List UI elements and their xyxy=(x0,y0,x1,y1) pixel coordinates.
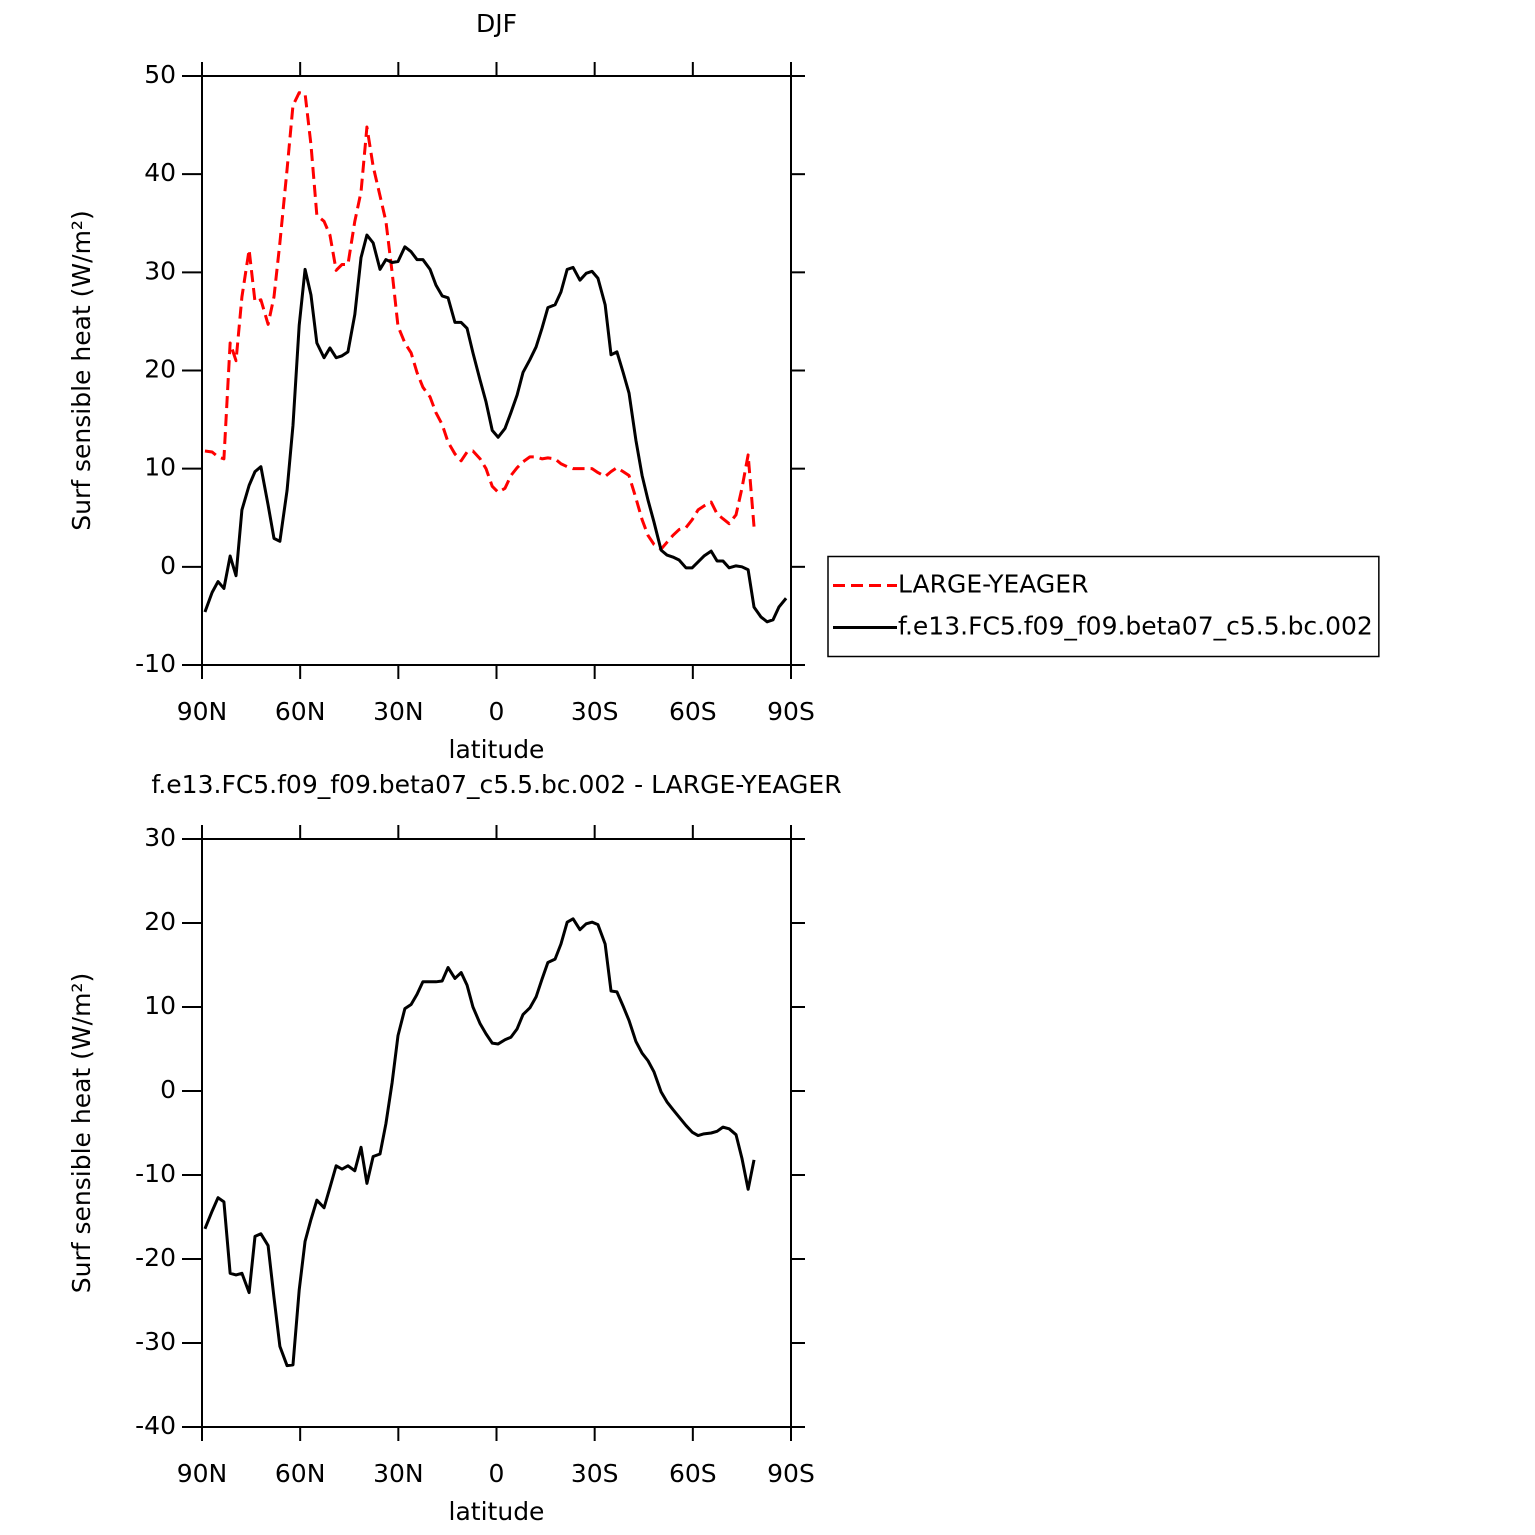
y-tick-label: 30 xyxy=(144,256,176,285)
legend-box xyxy=(827,555,1380,658)
x-tick-label: 30N xyxy=(373,697,424,726)
data-line xyxy=(204,91,756,551)
x-axis-label: latitude xyxy=(449,1497,545,1526)
legend-label: LARGE-YEAGER xyxy=(898,570,1088,599)
y-axis-label: Surf sensible heat (W/m²) xyxy=(67,973,96,1293)
x-axis-label: latitude xyxy=(449,735,545,764)
chart-title: f.e13.FC5.f09_f09.beta07_c5.5.bc.002 - L… xyxy=(151,770,841,799)
x-tick-label: 90N xyxy=(177,697,228,726)
x-tick-label: 30S xyxy=(571,1459,619,1488)
y-tick-label: 50 xyxy=(144,60,176,89)
y-tick-label: 40 xyxy=(144,158,176,187)
plot-frame xyxy=(201,75,792,666)
y-tick-label: -40 xyxy=(135,1411,176,1440)
y-tick-label: 0 xyxy=(160,551,176,580)
y-tick-label: 20 xyxy=(144,355,176,384)
x-tick-label: 60N xyxy=(275,1459,326,1488)
y-tick-label: -10 xyxy=(135,1159,176,1188)
y-axis-label: Surf sensible heat (W/m²) xyxy=(67,210,96,530)
y-tick-label: 10 xyxy=(144,453,176,482)
x-tick-label: 60N xyxy=(275,697,326,726)
legend-label: f.e13.FC5.f09_f09.beta07_c5.5.bc.002 xyxy=(898,612,1373,641)
x-tick-label: 0 xyxy=(489,697,505,726)
x-tick-label: 60S xyxy=(669,697,717,726)
x-tick-label: 90N xyxy=(177,1459,228,1488)
y-tick-label: -10 xyxy=(135,649,176,678)
x-tick-label: 90S xyxy=(767,1459,815,1488)
y-tick-label: -20 xyxy=(135,1243,176,1272)
x-tick-label: 60S xyxy=(669,1459,717,1488)
y-tick-label: 30 xyxy=(144,823,176,852)
y-tick-label: 0 xyxy=(160,1075,176,1104)
x-tick-label: 30S xyxy=(571,697,619,726)
x-tick-label: 0 xyxy=(489,1459,505,1488)
panel: f.e13.FC5.f09_f09.beta07_c5.5.bc.002 - L… xyxy=(67,770,842,1526)
data-line xyxy=(203,917,756,1368)
chart-title: DJF xyxy=(476,9,517,38)
y-tick-label: 20 xyxy=(144,907,176,936)
data-line xyxy=(203,233,788,624)
panel: DJF -10 0 10 20 30 40 50 90N 60N 30N 0 30S 60S 90S lati… xyxy=(67,9,1380,764)
y-tick-label: 10 xyxy=(144,991,176,1020)
legend: LARGE-YEAGER f.e13.FC5.f09_f09.beta07_c5.… xyxy=(827,555,1380,658)
x-tick-label: 30N xyxy=(373,1459,424,1488)
y-tick-label: -30 xyxy=(135,1327,176,1356)
x-tick-label: 90S xyxy=(767,697,815,726)
